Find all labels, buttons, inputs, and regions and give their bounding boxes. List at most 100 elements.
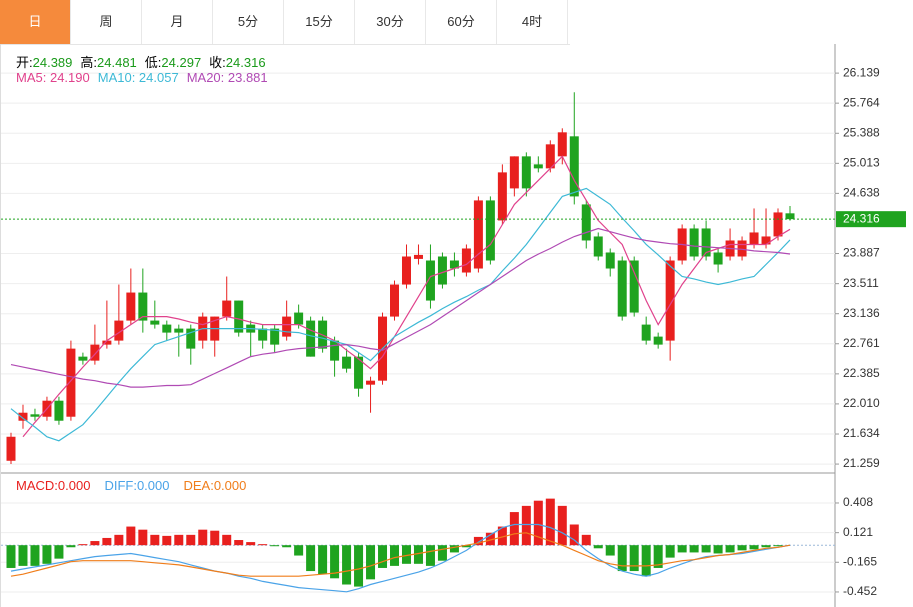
candle-body bbox=[497, 172, 507, 221]
tab[interactable]: 4时 bbox=[497, 0, 568, 44]
legend-value: 24.190 bbox=[49, 70, 90, 85]
candle-body bbox=[6, 436, 16, 461]
candle-body bbox=[737, 240, 747, 257]
macd-bar bbox=[701, 545, 711, 553]
candle-body bbox=[162, 324, 172, 333]
macd-bar bbox=[569, 524, 579, 546]
candle-body bbox=[449, 260, 459, 269]
y-tick-label: 22.761 bbox=[843, 336, 880, 350]
line bbox=[22, 155, 791, 438]
macd-bar bbox=[306, 545, 316, 572]
y-tick-label: 23.136 bbox=[843, 306, 880, 320]
candle-body bbox=[413, 254, 423, 259]
y-tick-label: 23.511 bbox=[843, 276, 879, 290]
macd-bar bbox=[78, 544, 88, 546]
macd-legend: MACD:0.000 DIFF:0.000 DEA:0.000 bbox=[16, 478, 260, 493]
y-tick-label: 25.013 bbox=[843, 155, 880, 169]
macd-bar bbox=[294, 545, 304, 556]
tab[interactable]: 5分 bbox=[213, 0, 284, 44]
candle-body bbox=[186, 328, 196, 349]
macd-bar bbox=[90, 541, 100, 546]
y-tick-label: 24.638 bbox=[843, 186, 880, 200]
candle-body bbox=[701, 228, 711, 257]
macd-bar bbox=[18, 545, 28, 566]
macd-bar bbox=[665, 545, 675, 558]
y-tick-label: 22.010 bbox=[843, 396, 880, 410]
line bbox=[10, 532, 791, 577]
y-tick-label: 0.121 bbox=[843, 525, 873, 539]
legend-label: 低: bbox=[144, 55, 162, 70]
macd-bar bbox=[198, 529, 208, 546]
y-tick-label: 22.385 bbox=[843, 366, 880, 380]
candle-body bbox=[234, 300, 244, 333]
y-tick-label: 25.764 bbox=[843, 95, 880, 109]
last-price-label: 24.316 bbox=[843, 211, 880, 225]
macd-bar bbox=[521, 505, 531, 546]
macd-bar bbox=[629, 545, 639, 572]
candle-body bbox=[66, 348, 76, 417]
candle-body bbox=[401, 256, 411, 285]
tab[interactable]: 60分 bbox=[426, 0, 497, 44]
candle-body bbox=[557, 132, 567, 157]
macd-bar bbox=[617, 545, 627, 572]
macd-bar bbox=[6, 545, 16, 568]
macd-bar bbox=[545, 498, 555, 546]
candle-body bbox=[366, 380, 376, 385]
macd-bar bbox=[66, 545, 76, 548]
macd-bar bbox=[533, 500, 543, 546]
candle-body bbox=[581, 204, 591, 241]
candle-body bbox=[270, 328, 280, 345]
macd-bar bbox=[114, 534, 124, 546]
macd-bar bbox=[366, 545, 376, 580]
macd-bar bbox=[413, 545, 423, 564]
legend-value: 0.000 bbox=[57, 478, 91, 493]
macd-bar bbox=[605, 545, 615, 556]
macd-bar bbox=[330, 545, 340, 579]
y-tick-label: -0.165 bbox=[843, 554, 877, 568]
candle-body bbox=[521, 156, 531, 189]
legend-label: MACD: bbox=[16, 478, 58, 493]
macd-bar bbox=[773, 545, 783, 547]
candle-body bbox=[342, 356, 352, 369]
macd-bar bbox=[342, 545, 352, 585]
legend-value: 23.881 bbox=[227, 70, 268, 85]
legend-label: MA5: bbox=[16, 70, 50, 85]
tab[interactable]: 日 bbox=[0, 0, 71, 44]
candle-body bbox=[294, 312, 304, 325]
last-price-box bbox=[836, 211, 906, 228]
tab[interactable]: 月 bbox=[142, 0, 213, 44]
tab[interactable]: 15分 bbox=[284, 0, 355, 44]
y-tick-label: 21.634 bbox=[843, 426, 880, 440]
legend-label: MA10: bbox=[97, 70, 139, 85]
macd-bar bbox=[30, 545, 40, 566]
tab[interactable]: 30分 bbox=[355, 0, 426, 44]
legend-value: 0.000 bbox=[213, 478, 247, 493]
macd-bar bbox=[677, 545, 687, 553]
candle-body bbox=[773, 212, 783, 237]
macd-bar bbox=[234, 540, 244, 546]
candle-body bbox=[689, 228, 699, 257]
legend-label: MA20: bbox=[186, 70, 228, 85]
legend-value: 24.389 bbox=[32, 55, 73, 70]
line bbox=[10, 187, 791, 442]
candle-body bbox=[785, 213, 795, 220]
y-tick-label: 26.139 bbox=[843, 65, 880, 79]
y-tick-label: 25.388 bbox=[843, 125, 880, 139]
candle-body bbox=[653, 336, 663, 345]
tab[interactable]: 周 bbox=[71, 0, 142, 44]
candle-body bbox=[485, 200, 495, 261]
line bbox=[10, 523, 791, 593]
macd-bar bbox=[126, 526, 136, 546]
macd-bar bbox=[270, 545, 280, 547]
macd-bar bbox=[162, 535, 172, 546]
legend-value: 24.057 bbox=[138, 70, 179, 85]
price-legend: 开:24.389 高:24.481 低:24.297 收:24.316 bbox=[16, 52, 274, 71]
candle-body bbox=[390, 284, 400, 317]
macd-bar bbox=[210, 530, 220, 546]
legend-value: 24.297 bbox=[161, 55, 202, 70]
candle-body bbox=[354, 356, 364, 389]
candle-body bbox=[749, 232, 759, 245]
macd-bar bbox=[689, 545, 699, 553]
